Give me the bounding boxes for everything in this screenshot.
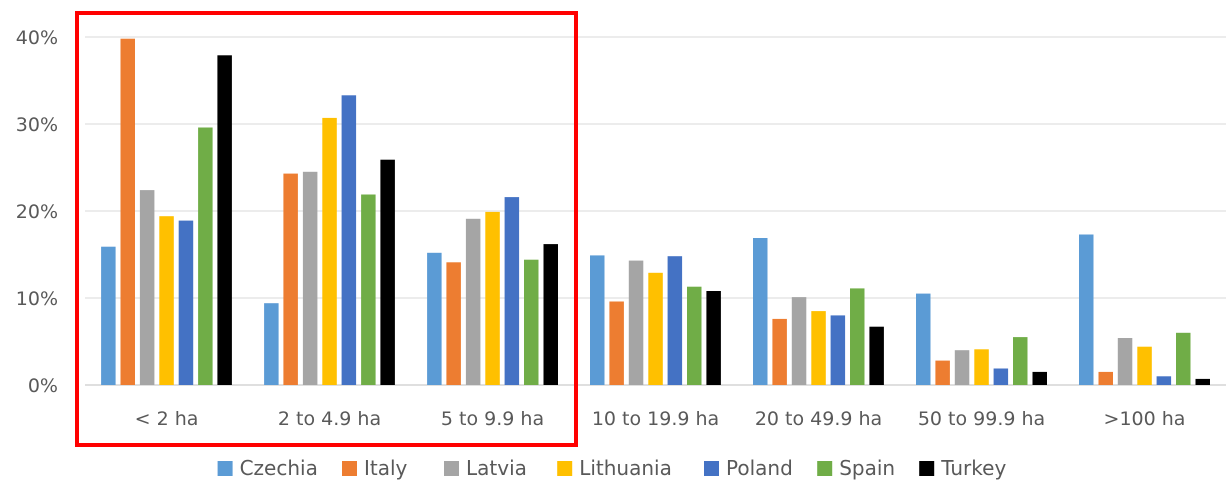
bar-italy <box>1098 371 1113 385</box>
x-tick-label: 50 to 99.9 ha <box>918 408 1045 430</box>
y-tick-label: 40% <box>16 27 58 49</box>
bar-turkey <box>1195 378 1210 385</box>
bar-lithuania <box>1137 346 1152 385</box>
legend-label: Czechia <box>240 456 318 480</box>
y-tick-label: 10% <box>16 288 58 310</box>
legend: Czechia Italy Latvia Lithuania Poland Spain Tu… <box>217 456 1006 480</box>
bar-poland <box>178 220 194 385</box>
bar-poland <box>504 197 520 385</box>
bar-lithuania <box>322 117 337 386</box>
bar-czechia <box>101 246 116 385</box>
bar-poland <box>993 368 1009 385</box>
legend-swatch-italy <box>342 461 357 476</box>
legend-label: Poland <box>726 456 793 480</box>
x-tick-label: 20 to 49.9 ha <box>755 408 882 430</box>
bar-spain <box>198 127 213 385</box>
bar-italy <box>609 301 624 385</box>
bar-latvia <box>1117 338 1133 385</box>
bar-latvia <box>465 218 481 385</box>
highlight-box <box>75 11 578 447</box>
legend-swatch-latvia <box>444 461 459 476</box>
bar-turkey <box>543 244 558 385</box>
bar-lithuania <box>974 349 989 385</box>
legend-swatch-lithuania <box>557 461 573 476</box>
bar-spain <box>524 259 539 385</box>
bar-italy <box>446 262 461 385</box>
bar-spain <box>1013 337 1028 385</box>
x-tick-label: >100 ha <box>1104 408 1186 430</box>
legend-swatch-czechia <box>217 461 233 476</box>
y-tick-label: 0% <box>28 375 58 397</box>
legend-label: Lithuania <box>579 456 672 480</box>
bar-turkey <box>869 326 884 385</box>
x-axis: < 2 ha 2 to 4.9 ha 5 to 9.9 ha 10 to 19.9 h… <box>135 408 1186 430</box>
bar-latvia <box>954 350 970 385</box>
legend-swatch-poland <box>704 461 719 476</box>
legend-swatch-spain <box>817 461 833 476</box>
bar-poland <box>667 256 683 385</box>
bar-lithuania <box>485 211 500 385</box>
bar-czechia <box>753 238 768 385</box>
bar-lithuania <box>648 272 663 385</box>
bar-czechia <box>916 293 931 385</box>
legend-label: Turkey <box>940 456 1006 480</box>
legend-label: Italy <box>364 456 408 480</box>
legend-label: Spain <box>839 456 895 480</box>
bar-czechia <box>1079 234 1094 385</box>
bar-latvia <box>791 297 807 385</box>
bar-spain <box>1176 332 1191 385</box>
bar-spain <box>687 286 702 385</box>
y-axis: 0% 10% 20% 30% 40% <box>16 27 58 397</box>
bar-latvia <box>628 260 644 385</box>
x-tick-label: 10 to 19.9 ha <box>592 408 719 430</box>
legend-label: Latvia <box>466 456 527 480</box>
bar-italy <box>283 173 298 385</box>
bar-czechia <box>590 255 605 385</box>
bar-czechia <box>264 303 279 385</box>
y-tick-label: 30% <box>16 114 58 136</box>
bar-czechia <box>427 252 442 385</box>
bar-turkey <box>217 55 232 386</box>
legend-swatch-turkey <box>919 461 935 476</box>
bar-italy <box>120 38 135 385</box>
x-tick-label: < 2 ha <box>135 408 199 430</box>
bar-spain <box>850 288 865 385</box>
bar-latvia <box>302 171 318 385</box>
bars <box>101 38 1210 386</box>
bar-poland <box>341 95 357 386</box>
bar-latvia <box>139 190 155 385</box>
bar-italy <box>772 318 787 385</box>
bar-italy <box>935 360 950 385</box>
bar-lithuania <box>811 311 826 385</box>
x-tick-label: 2 to 4.9 ha <box>278 408 381 430</box>
bar-turkey <box>380 159 395 385</box>
bar-turkey <box>1032 371 1047 385</box>
bar-spain <box>361 194 376 385</box>
bar-turkey <box>706 291 721 385</box>
bar-poland <box>830 315 846 385</box>
annotations <box>75 11 578 447</box>
y-tick-label: 20% <box>16 201 58 223</box>
bar-lithuania <box>159 216 174 385</box>
x-tick-label: 5 to 9.9 ha <box>441 408 544 430</box>
bar-poland <box>1156 376 1172 385</box>
